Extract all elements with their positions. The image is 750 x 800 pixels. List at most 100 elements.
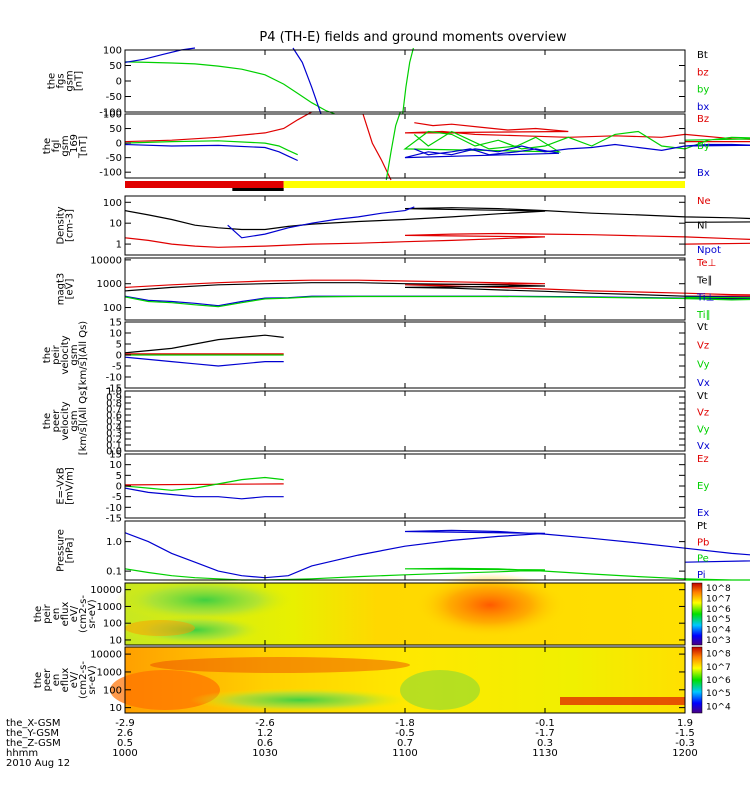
legend-entry-peer_vel: Vx <box>697 441 710 452</box>
series-line-density-1 <box>227 206 415 239</box>
ephemeris-row-label: the_X-GSM <box>6 718 60 729</box>
panel-frame-temp <box>124 257 686 321</box>
legend-entry-efield: Ey <box>697 481 709 492</box>
ytick-label-peir_vel: 0 <box>116 351 122 362</box>
ytick-label-peir_vel: 5 <box>116 340 122 351</box>
ylabel-peer_spec: peer <box>42 668 53 692</box>
series-line-fgs-0 <box>124 61 336 115</box>
colorbar-tick-peir_spec: 10^5 <box>706 615 731 625</box>
ylabel-fgs: [nT] <box>74 71 85 91</box>
ephemeris-value: -2.6 <box>255 718 275 729</box>
ylabel-peir_spec: (cm2-s- <box>78 595 89 633</box>
ytick-label-fgl: 50 <box>109 124 122 135</box>
colorbar-tick-peer_spec: 10^8 <box>706 650 731 660</box>
ephemeris-row-label: the_Z-GSM <box>6 738 61 749</box>
series-line-efield-1 <box>124 476 284 491</box>
colorbar-tick-peer_spec: 10^5 <box>706 689 731 699</box>
ytick-label-peer_vel: 0.6 <box>106 411 122 422</box>
ephemeris-value: -0.3 <box>675 738 695 749</box>
ephemeris-value: 0.3 <box>537 738 553 749</box>
ylabel-density: Density <box>56 206 67 244</box>
mode-bar-segment <box>125 181 284 188</box>
ylabel-peer_spec: sr-eV) <box>87 665 98 694</box>
legend-entry-fgs: by <box>697 85 709 96</box>
legend-entry-peer_vel: Vy <box>697 424 710 435</box>
ephemeris-value: 1130 <box>532 748 557 759</box>
ytick-label-fgs: 50 <box>109 61 122 72</box>
legend-entry-density: Npot <box>697 245 721 256</box>
colorbar-tick-peer_spec: 10^4 <box>706 702 731 712</box>
ylabel-peir_vel: peir <box>51 344 62 364</box>
ytick-label-peir_spec: 100 <box>103 619 122 630</box>
ylabel-peer_spec: the <box>33 672 44 688</box>
series-line-temp-0 <box>124 279 750 297</box>
ylabel-fgs: fgs <box>56 73 67 88</box>
ytick-label-peer_vel: 0.4 <box>106 423 122 434</box>
ytick-label-efield: 0 <box>116 482 122 493</box>
colorbar-tick-peir_spec: 10^6 <box>706 605 731 615</box>
colorbar-tick-peir_spec: 10^3 <box>706 636 731 646</box>
ephemeris-table: the_X-GSM -2.9 -2.6 -1.8 -0.1 1.9 the_Y-GSM 2.6… <box>6 718 698 769</box>
ytick-label-peer_vel: 0.9 <box>106 393 122 404</box>
series-line-fgl-5 <box>404 122 750 143</box>
series-line-fgl-3 <box>362 113 392 181</box>
ephemeris-value: 1100 <box>392 748 417 759</box>
panel-frame-peer_vel <box>124 390 686 452</box>
ephemeris-value: 1200 <box>672 748 697 759</box>
legend-entry-peer_vel: Vt <box>697 391 708 402</box>
ylabel-peer_spec: eflux <box>60 668 71 693</box>
legend-entry-efield: Ez <box>697 454 709 465</box>
ytick-label-fgs: -50 <box>106 92 122 103</box>
series-line-fgs-2 <box>292 47 322 115</box>
legend-entry-peir_vel: Vx <box>697 378 710 389</box>
ylabel-density: [cm-3] <box>65 209 76 242</box>
series-line-fgl-2 <box>124 143 298 162</box>
ytick-label-peer_spec: 10 <box>109 703 122 714</box>
ytick-label-peir_spec: 10 <box>109 635 122 646</box>
ylabel-pressure: Pressure <box>56 529 67 572</box>
ylabel-peer_vel: gsm <box>69 410 80 431</box>
panel-frame-pressure <box>124 520 686 581</box>
colorbar-tick-peir_spec: 10^7 <box>706 595 731 605</box>
legend-entry-fgs: Bt <box>697 50 708 61</box>
ephemeris-row-label: hhmm <box>6 748 38 759</box>
ylabel-peer_spec: eV/ <box>69 671 80 688</box>
ylabel-peer_vel: velocity <box>60 401 71 440</box>
ephemeris-value: 0.6 <box>257 738 273 749</box>
ephemeris-date: 2010 Aug 12 <box>6 758 70 769</box>
ylabel-peir_spec: peir <box>42 603 53 623</box>
ylabel-peir_spec: eV/ <box>69 605 80 622</box>
series-line-fgs-1 <box>124 47 196 63</box>
series-line-density-0 <box>124 207 750 231</box>
legend-entry-temp: Ti∥ <box>696 310 711 321</box>
ytick-label-density: 100 <box>103 198 122 209</box>
ylabel-temp: magt3 <box>56 273 67 306</box>
ytick-label-efield: -15 <box>106 514 122 525</box>
ephemeris-value: -0.1 <box>535 718 555 729</box>
ytick-label-efield: 15 <box>109 450 122 461</box>
ytick-label-peer_vel: 0.3 <box>106 429 122 440</box>
legend-entry-density: Ne <box>697 196 711 207</box>
ytick-label-peir_vel: 10 <box>109 329 122 340</box>
ytick-label-peer_vel: 0.5 <box>106 417 122 428</box>
legend-entry-fgl: By <box>697 141 710 152</box>
ytick-label-peir_spec: 1000 <box>97 602 122 613</box>
series-line-efield-0 <box>124 483 284 486</box>
ephemeris-value: -1.8 <box>395 718 415 729</box>
series-line-peir_vel-3 <box>124 356 284 367</box>
ytick-label-peer_vel: 0.2 <box>106 435 122 446</box>
ylabel-fgs: gsm <box>65 70 76 91</box>
ylabel-efield: [mV/m] <box>65 467 76 505</box>
ytick-label-peer_spec: 100 <box>103 685 122 696</box>
series-line-efield-2 <box>124 487 284 500</box>
series-line-fgl-7 <box>404 143 750 159</box>
ytick-label-fgl: 0 <box>116 139 122 150</box>
legend-entry-fgs: bx <box>697 102 709 113</box>
legend-entry-temp: Ti⊥ <box>696 293 714 304</box>
ylabel-peer_spec: en <box>51 674 62 687</box>
series-line-pressure-0 <box>124 529 750 579</box>
colorbar-peir_spec <box>691 582 703 646</box>
ephemeris-value: -1.7 <box>535 728 555 739</box>
series-line-pressure-1 <box>124 567 750 581</box>
